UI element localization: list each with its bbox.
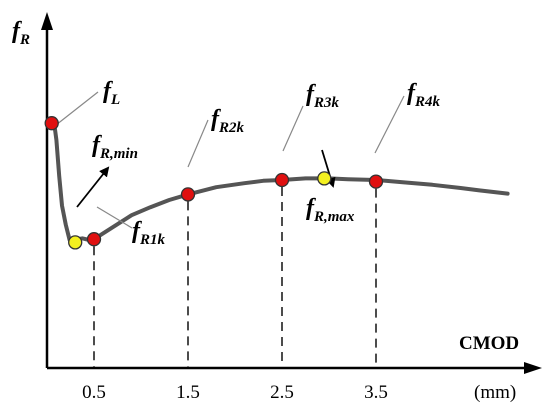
leader-fR2k	[187, 119, 209, 168]
x-tick-label: 0.5	[82, 382, 106, 403]
y-axis-label: fR	[12, 18, 30, 48]
leader-fR1k	[96, 206, 133, 229]
x-ticks: 0.5 1.5 2.5 3.5	[82, 382, 388, 403]
x-axis-arrow	[524, 362, 542, 374]
x-axis-label: CMOD	[459, 333, 519, 354]
x-tick-label: 1.5	[176, 382, 200, 403]
arrow-fRmin	[76, 166, 110, 208]
leader-fR3k	[282, 105, 304, 152]
label-fR3k: fR3k	[306, 81, 340, 111]
label-fR4k: fR4k	[407, 80, 441, 110]
leader-fL	[55, 91, 99, 126]
point-fL	[44, 116, 59, 131]
point-fRmax	[317, 171, 332, 186]
label-fR1k: fR1k	[132, 218, 166, 248]
leader-fR4k	[374, 95, 405, 154]
point-fR2k	[180, 187, 196, 202]
label-fRmax: fR,max	[306, 195, 355, 225]
points	[44, 116, 384, 250]
point-fR3k	[274, 172, 290, 188]
x-tick-label: 2.5	[270, 382, 294, 403]
y-axis-arrow	[41, 12, 53, 30]
point-fRmin	[68, 235, 83, 250]
leaders	[55, 91, 405, 229]
drop-lines	[93, 187, 377, 368]
x-tick-label: 3.5	[364, 382, 388, 403]
point-fR1k	[86, 232, 102, 247]
label-fRmin: fR,min	[92, 132, 138, 162]
x-axis-unit: (mm)	[474, 382, 516, 403]
point-fR4k	[368, 174, 384, 189]
label-fL: fL	[103, 78, 120, 108]
label-fR2k: fR2k	[211, 106, 245, 136]
